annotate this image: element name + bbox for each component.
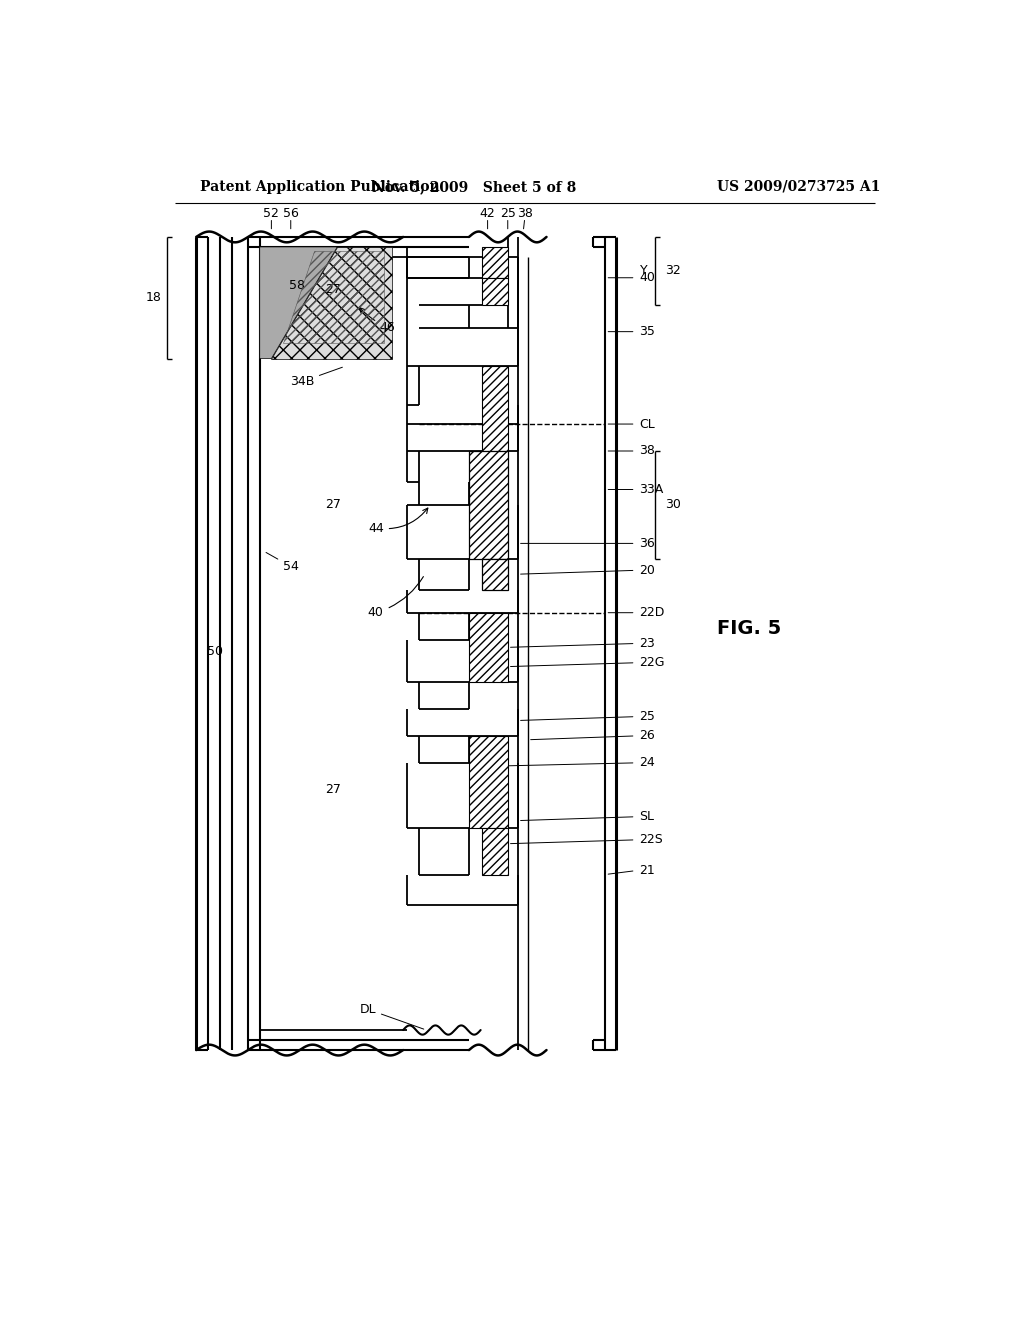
Text: 27: 27 <box>326 783 341 796</box>
Text: 56: 56 <box>283 207 299 220</box>
Text: 20: 20 <box>640 564 655 577</box>
Polygon shape <box>469 612 508 682</box>
Polygon shape <box>482 558 508 590</box>
Text: 23: 23 <box>640 638 655 649</box>
Text: 33A: 33A <box>640 483 664 496</box>
Polygon shape <box>482 277 508 305</box>
Text: 26: 26 <box>640 730 655 742</box>
Polygon shape <box>469 737 508 829</box>
Text: 40: 40 <box>368 577 423 619</box>
Text: 35: 35 <box>640 325 655 338</box>
Text: 50: 50 <box>207 644 223 657</box>
Text: 25: 25 <box>640 710 655 723</box>
Polygon shape <box>469 451 508 558</box>
Text: 27: 27 <box>326 499 341 511</box>
Text: 24: 24 <box>640 756 655 770</box>
Text: 30: 30 <box>665 499 681 511</box>
Text: 18: 18 <box>145 292 162 305</box>
Text: Nov. 5, 2009   Sheet 5 of 8: Nov. 5, 2009 Sheet 5 of 8 <box>373 180 577 194</box>
Polygon shape <box>482 247 508 277</box>
Text: 25: 25 <box>500 207 516 220</box>
Text: 22G: 22G <box>640 656 665 669</box>
Text: US 2009/0273725 A1: US 2009/0273725 A1 <box>717 180 881 194</box>
Text: 52: 52 <box>263 207 280 220</box>
Text: 44: 44 <box>368 508 428 535</box>
Text: 38: 38 <box>517 207 532 220</box>
Polygon shape <box>482 829 508 875</box>
Text: 21: 21 <box>640 865 655 878</box>
Text: 36: 36 <box>640 537 655 550</box>
Text: 22D: 22D <box>640 606 665 619</box>
Polygon shape <box>271 247 391 359</box>
Text: 22S: 22S <box>640 833 664 846</box>
Text: Y: Y <box>640 264 647 277</box>
Text: 42: 42 <box>479 207 496 220</box>
Text: 32: 32 <box>665 264 681 277</box>
Text: CL: CL <box>640 417 655 430</box>
Text: 40: 40 <box>640 271 655 284</box>
Text: 46: 46 <box>359 308 395 334</box>
Text: DL: DL <box>359 1003 424 1030</box>
Text: Patent Application Publication: Patent Application Publication <box>200 180 439 194</box>
Text: 34B: 34B <box>290 367 342 388</box>
Text: 54: 54 <box>266 553 299 573</box>
Text: SL: SL <box>640 810 654 824</box>
Text: 38: 38 <box>640 445 655 458</box>
Polygon shape <box>260 247 337 359</box>
Text: 58: 58 <box>289 279 305 292</box>
Polygon shape <box>482 367 508 451</box>
Text: FIG. 5: FIG. 5 <box>717 619 781 638</box>
Text: 27: 27 <box>326 282 341 296</box>
